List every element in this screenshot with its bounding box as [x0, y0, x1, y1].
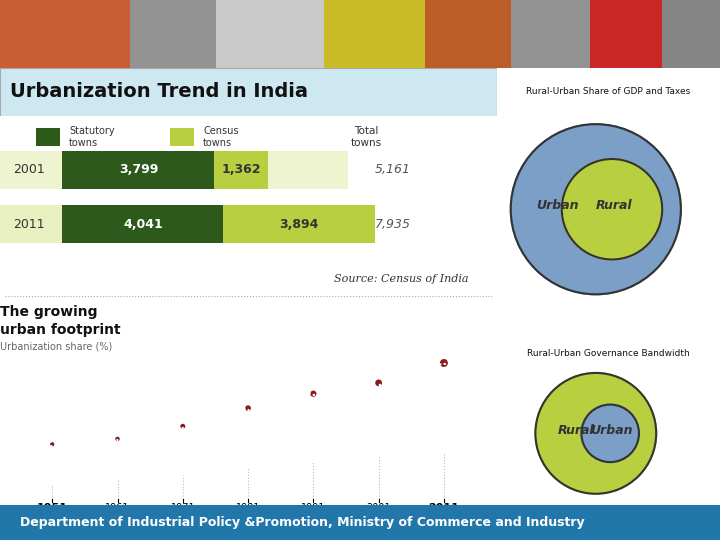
FancyBboxPatch shape: [223, 205, 375, 243]
FancyBboxPatch shape: [130, 0, 216, 68]
FancyBboxPatch shape: [0, 151, 348, 188]
Circle shape: [510, 124, 681, 294]
Text: Source: Census of India: Source: Census of India: [334, 274, 469, 285]
Text: 4,041: 4,041: [123, 218, 163, 231]
FancyBboxPatch shape: [170, 128, 194, 146]
Text: 2011: 2011: [14, 218, 45, 231]
Text: 17.97: 17.97: [102, 434, 133, 443]
FancyBboxPatch shape: [215, 151, 268, 188]
Ellipse shape: [51, 443, 54, 445]
Text: Source: Census of India: Source: Census of India: [191, 512, 299, 521]
Text: Department of Industrial Policy &Promotion, Ministry of Commerce and Industry: Department of Industrial Policy &Promoti…: [20, 516, 585, 529]
Circle shape: [582, 404, 639, 462]
Text: 7,935: 7,935: [375, 218, 411, 231]
Text: Urbanization Trend in India: Urbanization Trend in India: [10, 82, 308, 102]
Text: 31.16: 31.16: [425, 355, 464, 368]
FancyBboxPatch shape: [425, 0, 511, 68]
Ellipse shape: [376, 380, 382, 386]
Text: 2011: 2011: [428, 503, 459, 513]
Text: Rural: Rural: [595, 199, 632, 212]
Text: 23.34: 23.34: [231, 402, 266, 413]
Text: Census
towns: Census towns: [203, 126, 238, 148]
Text: 5,161: 5,161: [375, 163, 411, 176]
FancyBboxPatch shape: [216, 0, 324, 68]
Text: 1951: 1951: [37, 503, 68, 513]
Circle shape: [536, 373, 656, 494]
FancyBboxPatch shape: [36, 128, 60, 146]
Text: 2001: 2001: [14, 163, 45, 176]
FancyBboxPatch shape: [324, 0, 425, 68]
Text: 17.29: 17.29: [37, 439, 68, 449]
Text: 3,894: 3,894: [279, 218, 319, 231]
Text: 27.81: 27.81: [359, 375, 399, 389]
Text: 25.71: 25.71: [294, 387, 334, 400]
Text: The growing: The growing: [0, 305, 97, 319]
Text: Statutory
towns: Statutory towns: [69, 126, 114, 148]
Text: Rural-Urban Governance Bandwidth: Rural-Urban Governance Bandwidth: [527, 349, 690, 358]
Ellipse shape: [441, 360, 447, 366]
FancyBboxPatch shape: [63, 205, 223, 243]
FancyBboxPatch shape: [63, 151, 215, 188]
Text: 3,799: 3,799: [119, 163, 158, 176]
Ellipse shape: [181, 424, 184, 428]
FancyBboxPatch shape: [0, 68, 497, 116]
FancyBboxPatch shape: [590, 0, 662, 68]
Ellipse shape: [246, 406, 251, 410]
FancyBboxPatch shape: [0, 0, 130, 68]
Ellipse shape: [311, 392, 316, 396]
Text: Urban: Urban: [536, 199, 578, 212]
Text: 1981: 1981: [236, 503, 261, 513]
Circle shape: [562, 159, 662, 260]
FancyBboxPatch shape: [662, 0, 720, 68]
Text: urban footprint: urban footprint: [0, 323, 121, 337]
Text: 2001: 2001: [366, 503, 391, 513]
FancyBboxPatch shape: [0, 205, 348, 243]
FancyBboxPatch shape: [511, 0, 590, 68]
Text: Urbanization share (%): Urbanization share (%): [0, 341, 112, 352]
Text: Rural: Rural: [557, 424, 594, 437]
FancyBboxPatch shape: [0, 505, 720, 540]
Text: 1971: 1971: [171, 503, 195, 513]
Text: Total
towns: Total towns: [351, 126, 382, 148]
Text: 19.91: 19.91: [166, 421, 201, 431]
Text: 1961: 1961: [105, 503, 130, 513]
Text: Urban: Urban: [590, 424, 633, 437]
Text: 1991: 1991: [301, 503, 325, 513]
Ellipse shape: [116, 437, 119, 441]
Text: 1,362: 1,362: [221, 163, 261, 176]
Text: Rural-Urban Share of GDP and Taxes: Rural-Urban Share of GDP and Taxes: [526, 87, 690, 96]
